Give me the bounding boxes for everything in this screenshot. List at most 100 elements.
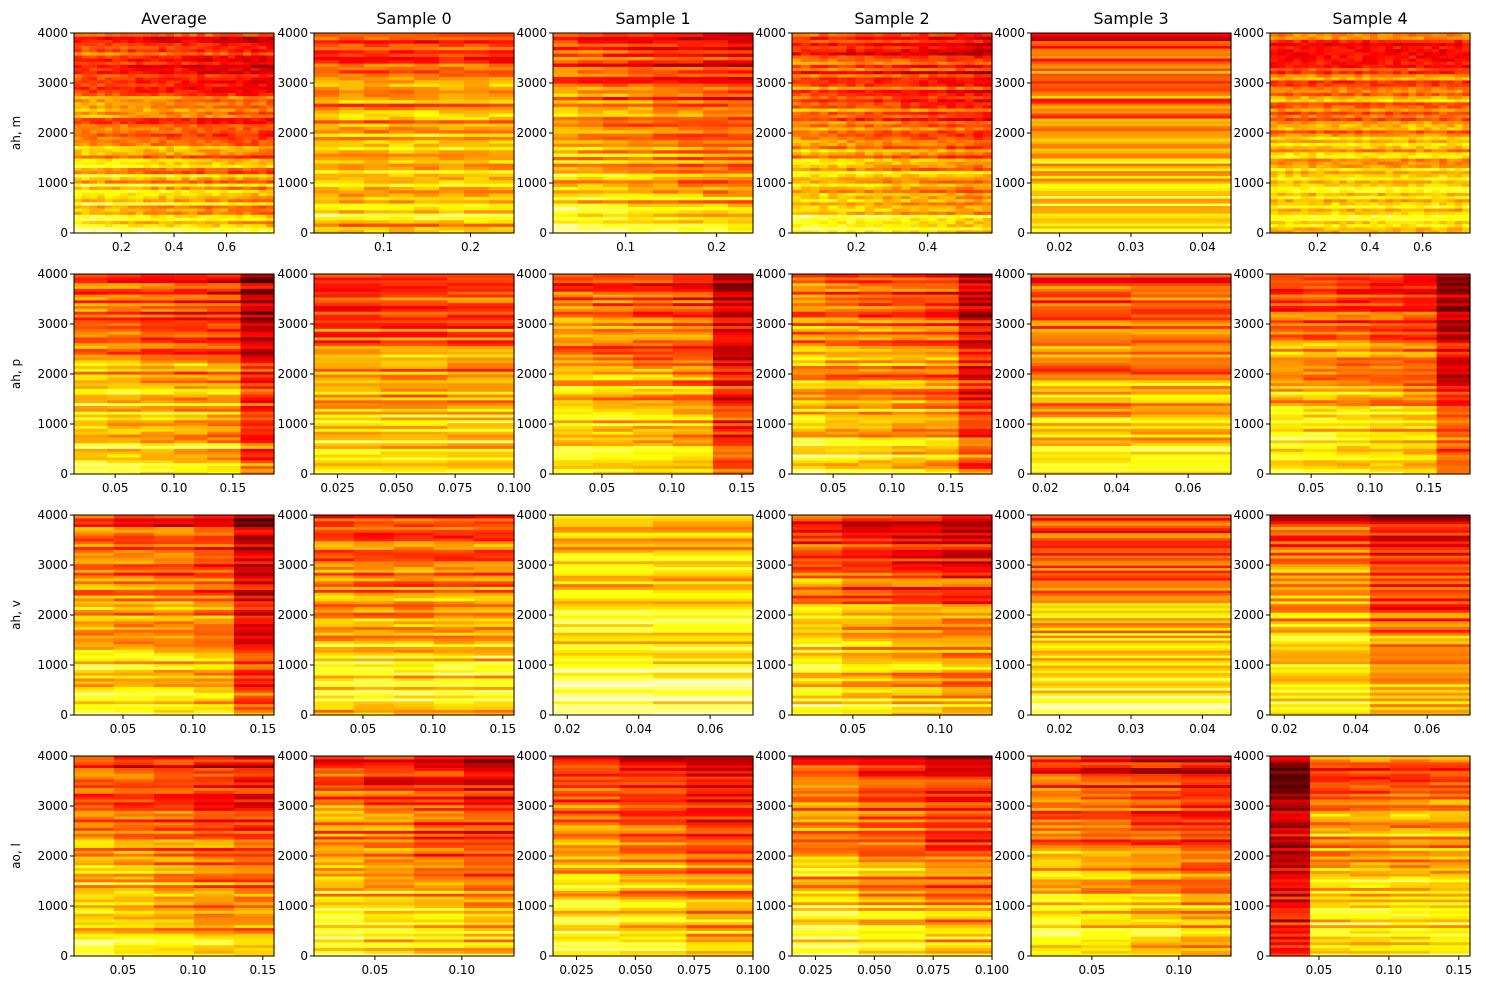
heatmap-cell: [946, 145, 957, 150]
heatmap-cell: [104, 170, 114, 175]
heatmap-cell: [135, 217, 144, 222]
heatmap-cell: [1277, 108, 1286, 112]
heatmap-cell: [339, 209, 365, 214]
heatmap-cell: [258, 120, 267, 125]
heatmap-cell: [955, 161, 966, 165]
heatmap-cell: [439, 216, 465, 221]
heatmap-cell: [810, 204, 820, 209]
heatmap-cell: [801, 214, 811, 218]
heatmap-cell: [1331, 42, 1340, 47]
heatmap-cell: [1308, 170, 1317, 175]
heatmap-cell: [828, 214, 839, 218]
heatmap-cell: [1031, 68, 1232, 72]
heatmap-cell: [89, 139, 98, 143]
heatmap-cell: [464, 203, 490, 207]
heatmap-cell: [653, 69, 679, 74]
heatmap-cell: [892, 70, 902, 75]
heatmap-cell: [74, 36, 83, 40]
heatmap-cell: [892, 76, 902, 81]
heatmap-cell: [653, 33, 679, 37]
heatmap-cell: [1270, 79, 1279, 84]
heatmap-cell: [97, 39, 106, 43]
heatmap-cell: [553, 196, 579, 201]
heatmap-cell: [873, 189, 884, 193]
heatmap-cell: [653, 86, 679, 91]
heatmap-cell: [801, 154, 811, 159]
heatmap-cell: [1346, 123, 1356, 128]
heatmap-cell: [882, 167, 893, 172]
heatmap-cell: [919, 120, 929, 125]
heatmap-cell: [703, 186, 729, 191]
heatmap-cell: [928, 223, 939, 228]
heatmap-cell: [855, 61, 866, 65]
heatmap-cell: [653, 116, 679, 121]
heatmap-cell: [414, 179, 440, 184]
heatmap-cell: [197, 176, 206, 181]
heatmap-cell: [1331, 73, 1340, 78]
heatmap-cell: [955, 108, 966, 112]
heatmap-cell: [910, 164, 920, 168]
heatmap-cell: [212, 164, 221, 168]
heatmap-cell: [1300, 211, 1310, 215]
heatmap-cell: [1277, 98, 1286, 103]
heatmap-cell: [828, 192, 839, 197]
heatmap-cell: [864, 51, 875, 56]
heatmap-cell: [204, 133, 214, 137]
heatmap-cell: [235, 48, 244, 53]
heatmap-cell: [964, 176, 975, 181]
heatmap-cell: [339, 149, 365, 154]
heatmap-cell: [864, 189, 875, 193]
heatmap-cell: [973, 154, 984, 159]
heatmap-cell: [389, 183, 415, 187]
heatmap-cell: [678, 143, 704, 147]
heatmap-cell: [189, 98, 198, 103]
heatmap-cell: [801, 198, 811, 203]
heatmap-cell: [127, 42, 137, 47]
heatmap-cell: [1277, 142, 1286, 147]
heatmap-cell: [578, 39, 604, 44]
heatmap-cell: [439, 143, 465, 147]
heatmap-cell: [189, 148, 198, 153]
heatmap-cell: [120, 108, 129, 112]
heatmap-cell: [158, 95, 167, 100]
heatmap-cell: [1331, 167, 1340, 172]
heatmap-cell: [819, 133, 829, 137]
heatmap-cell: [1285, 51, 1294, 56]
heatmap-cell: [1323, 33, 1333, 37]
heatmap-cell: [1285, 98, 1294, 103]
heatmap-cell: [464, 219, 490, 224]
heatmap-cell: [250, 154, 260, 159]
heatmap-cell: [873, 214, 884, 218]
heatmap-cell: [578, 163, 604, 167]
heatmap-cell: [937, 201, 948, 206]
heatmap-cell: [937, 48, 948, 53]
heatmap-cell: [937, 154, 948, 159]
heatmap-cell: [464, 183, 490, 187]
heatmap-cell: [235, 208, 244, 212]
heatmap-cell: [235, 179, 244, 184]
heatmap-cell: [1285, 58, 1294, 62]
heatmap-cell: [792, 189, 802, 193]
heatmap-cell: [258, 73, 267, 78]
heatmap-cell: [235, 226, 244, 231]
heatmap-cell: [1354, 114, 1363, 118]
heatmap-cell: [1031, 220, 1232, 224]
heatmap-cell: [892, 158, 902, 162]
heatmap-cell: [846, 67, 857, 72]
heatmap-cell: [227, 208, 237, 212]
heatmap-cell: [197, 186, 206, 190]
heatmap-cell: [1300, 58, 1310, 62]
heatmap-cell: [204, 208, 214, 212]
heatmap-cell: [1031, 63, 1232, 67]
heatmap-cell: [112, 64, 121, 68]
heatmap-cell: [439, 119, 465, 124]
heatmap-cell: [243, 126, 252, 131]
heatmap-cell: [1323, 192, 1333, 197]
heatmap-cell: [1308, 161, 1317, 165]
heatmap-cell: [227, 126, 237, 131]
heatmap-cell: [553, 63, 579, 67]
heatmap-cell: [882, 98, 893, 103]
heatmap-cell: [158, 158, 167, 162]
heatmap-cell: [158, 92, 167, 97]
heatmap-cell: [150, 98, 160, 103]
